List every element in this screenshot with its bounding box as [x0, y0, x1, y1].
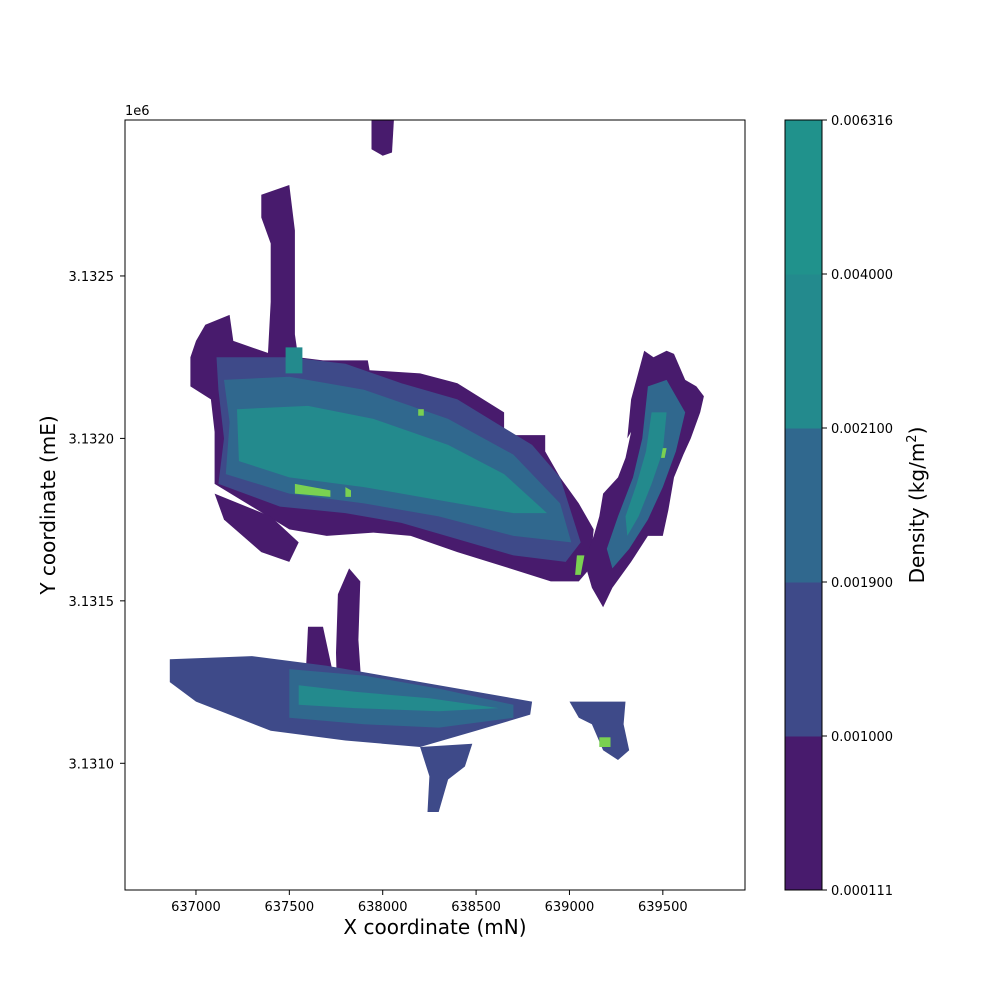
colorbar-frame [784, 119, 823, 891]
contour-region-main-block-core [237, 405, 547, 514]
contour-region-hotspot-southeast [599, 737, 611, 747]
colorbar-tick-label: 0.001900 [831, 576, 893, 591]
contour-region-south-belt-core [298, 685, 499, 712]
colorbar-band [785, 736, 822, 891]
contour-region-south-drips [420, 743, 473, 812]
contour-region-hotspot-east-belt [661, 448, 667, 458]
y-tick-label: 3.1310 [69, 757, 115, 772]
colorbar-band [785, 274, 822, 429]
colorbar-title-close: ) [905, 427, 929, 435]
colorbar-tick-label: 0.001000 [831, 730, 893, 745]
x-tick-label: 639000 [545, 900, 595, 915]
x-tick-label: 638500 [451, 900, 501, 915]
colorbar-tick-label: 0.000111 [831, 884, 893, 899]
contour-region-north-spur [371, 120, 394, 156]
y-tick-label: 3.1320 [69, 432, 115, 447]
colorbar-title-text: Density (kg/m [905, 443, 929, 584]
y-tick-label: 3.1315 [69, 595, 115, 610]
x-tick-label: 639500 [638, 900, 688, 915]
x-tick-label: 637500 [265, 900, 315, 915]
y-axis-title: Y coordinate (mE) [36, 415, 60, 595]
contour-region-east-belt-core [625, 412, 667, 536]
x-tick-label: 637000 [171, 900, 221, 915]
colorbar-band [785, 120, 822, 275]
contour-region-main-north-tab [285, 347, 303, 374]
colorbar-tick-label: 0.002100 [831, 422, 893, 437]
contour-region-southeast-cluster [569, 701, 630, 760]
contour-region-hotspot-main-center [345, 487, 351, 497]
y-axis: 3.1310 3.1315 3.1320 3.1325 [69, 270, 125, 772]
plot-frame [124, 119, 746, 891]
x-axis-title: X coordinate (mN) [343, 915, 526, 939]
y-tick-label: 3.1325 [69, 270, 115, 285]
colorbar-band [785, 428, 822, 583]
colorbar-tick-label: 0.006316 [831, 114, 893, 129]
colorbar-ticks: 0.000111 0.001000 0.001900 0.002100 0.004000… [822, 114, 893, 899]
contour-regions [169, 120, 704, 812]
contour-region-hotspot-north-streak [418, 409, 424, 416]
y-offset-label: 1e6 [125, 104, 150, 119]
colorbar-title: Density (kg/m2) [905, 427, 929, 584]
x-tick-label: 638000 [358, 900, 408, 915]
contour-region-curved-band [261, 185, 301, 374]
colorbar [784, 119, 823, 891]
x-axis: 637000 637500 638000 638500 639000 639500 [171, 890, 688, 915]
contour-region-lower-tail [214, 493, 299, 562]
colorbar-tick-label: 0.004000 [831, 268, 893, 283]
colorbar-band [785, 582, 822, 737]
contour-region-hotspot-upper-left [294, 483, 331, 497]
colorbar-title-sup: 2 [905, 434, 920, 442]
contour-region-hotspot-east-edge [575, 555, 585, 575]
